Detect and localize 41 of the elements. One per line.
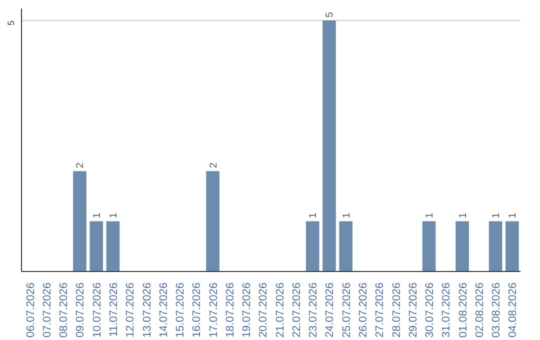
x-tick-label: 28.07.2026 [390,282,403,338]
data-label: 1 [424,212,436,218]
data-label: 1 [308,212,320,218]
x-tick-label: 12.07.2026 [124,282,137,338]
x-tick-label: 10.07.2026 [91,282,104,338]
x-tick-label: 31.07.2026 [440,282,453,338]
data-label: 2 [75,162,86,168]
x-tick-label: 22.07.2026 [290,282,303,338]
x-tick-label: 16.07.2026 [191,282,204,338]
x-tick-label: 14.07.2026 [158,282,170,338]
x-tick-label: 07.07.2026 [41,282,54,338]
x-tick-label: 25.07.2026 [340,282,353,338]
x-tick-label: 04.08.2026 [507,282,520,338]
x-tick-label: 24.07.2026 [324,282,336,338]
data-label: 1 [508,212,519,218]
data-label: 1 [108,212,120,218]
x-tick-label: 01.08.2026 [457,282,470,338]
x-tick-label: 29.07.2026 [407,282,420,338]
data-label: 1 [341,212,352,218]
data-label: 5 [324,12,336,18]
x-tick-label: 06.07.2026 [24,282,37,338]
data-label: 2 [208,162,220,168]
x-tick-label: 15.07.2026 [174,282,187,338]
data-label: 1 [458,212,469,218]
x-tick-label: 27.07.2026 [374,282,386,338]
x-tick-label: 19.07.2026 [241,282,254,338]
x-tick-label: 20.07.2026 [258,282,270,338]
x-tick-label: 23.07.2026 [308,282,320,338]
x-tick-label: 03.08.2026 [490,282,503,338]
x-tick-label: 02.08.2026 [474,282,486,338]
x-tick-label: 09.07.2026 [74,282,87,338]
x-tick-label: 18.07.2026 [224,282,236,338]
x-tick-label: 13.07.2026 [141,282,154,338]
x-tick-label: 11.07.2026 [108,282,120,337]
x-tick-label: 30.07.2026 [424,282,436,338]
x-tick-label: 26.07.2026 [357,282,370,338]
data-label: 1 [491,212,502,218]
x-tick-label: 21.07.2026 [274,282,286,338]
x-tick-label: 17.07.2026 [208,282,220,338]
x-tick-label: 08.07.2026 [58,282,70,338]
data-label: 1 [92,212,103,218]
